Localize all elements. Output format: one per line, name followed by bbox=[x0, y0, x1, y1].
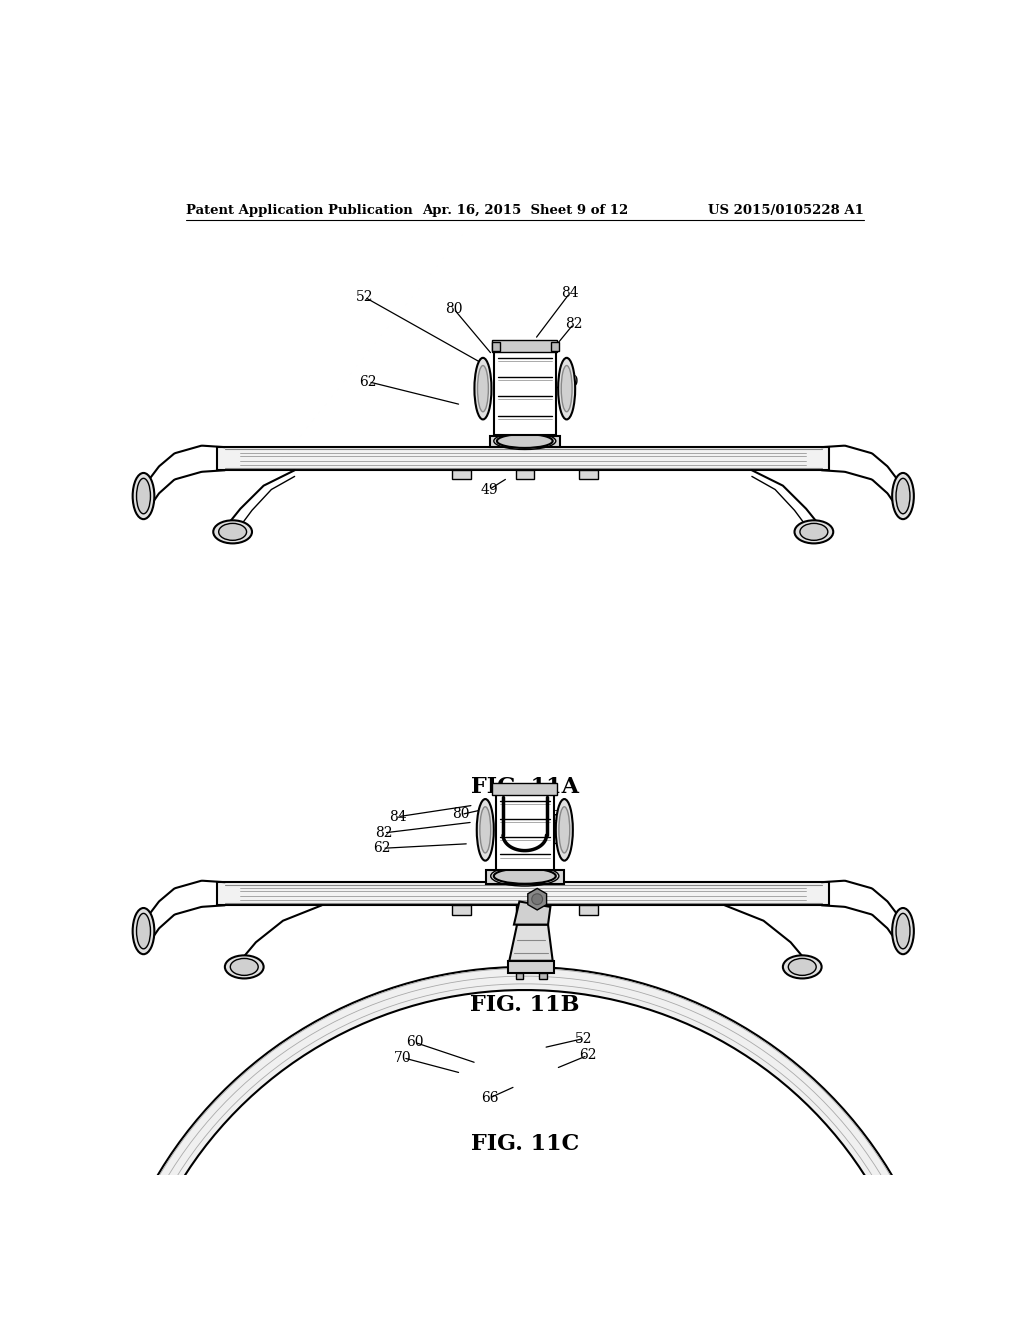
Text: 84: 84 bbox=[389, 809, 407, 824]
Ellipse shape bbox=[494, 869, 556, 884]
Text: 74: 74 bbox=[505, 832, 523, 846]
Text: Patent Application Publication: Patent Application Publication bbox=[186, 205, 413, 218]
Text: FIG. 11B: FIG. 11B bbox=[470, 994, 580, 1016]
Ellipse shape bbox=[136, 478, 151, 513]
Bar bbox=[515, 973, 523, 979]
Text: FIG. 11C: FIG. 11C bbox=[471, 1133, 579, 1155]
Text: 52: 52 bbox=[552, 809, 569, 824]
Bar bbox=[493, 341, 557, 352]
Ellipse shape bbox=[896, 913, 910, 949]
Bar bbox=[452, 470, 471, 479]
Bar bbox=[496, 789, 554, 870]
Ellipse shape bbox=[219, 523, 247, 540]
Bar bbox=[452, 906, 471, 915]
Text: 62: 62 bbox=[374, 841, 391, 855]
Ellipse shape bbox=[892, 473, 913, 519]
Text: FIG. 11A: FIG. 11A bbox=[471, 776, 579, 797]
Bar bbox=[551, 342, 559, 351]
Polygon shape bbox=[509, 924, 553, 961]
Ellipse shape bbox=[559, 807, 569, 853]
Ellipse shape bbox=[477, 366, 488, 412]
Bar bbox=[579, 470, 598, 479]
Ellipse shape bbox=[531, 894, 543, 904]
Text: 80: 80 bbox=[453, 808, 470, 821]
Bar bbox=[515, 470, 535, 479]
Polygon shape bbox=[113, 1267, 139, 1287]
Ellipse shape bbox=[225, 956, 263, 978]
Bar bbox=[486, 870, 563, 884]
Text: 70: 70 bbox=[394, 1051, 412, 1065]
Text: 62: 62 bbox=[579, 1048, 596, 1063]
Bar bbox=[493, 783, 557, 795]
Ellipse shape bbox=[932, 1274, 946, 1294]
Text: 70: 70 bbox=[522, 404, 540, 418]
Polygon shape bbox=[527, 888, 547, 909]
Text: 84: 84 bbox=[561, 286, 579, 300]
Ellipse shape bbox=[892, 908, 913, 954]
Ellipse shape bbox=[896, 478, 910, 513]
Text: 62: 62 bbox=[359, 375, 377, 388]
Bar bbox=[579, 906, 598, 915]
Bar bbox=[508, 961, 554, 973]
Ellipse shape bbox=[133, 473, 155, 519]
Ellipse shape bbox=[477, 799, 494, 861]
Text: 66: 66 bbox=[481, 1090, 499, 1105]
Bar bbox=[217, 882, 829, 906]
Text: 52: 52 bbox=[355, 290, 373, 304]
Ellipse shape bbox=[800, 523, 827, 540]
Polygon shape bbox=[514, 902, 550, 924]
Text: 60: 60 bbox=[406, 1035, 424, 1049]
Text: Apr. 16, 2015  Sheet 9 of 12: Apr. 16, 2015 Sheet 9 of 12 bbox=[422, 205, 628, 218]
Ellipse shape bbox=[213, 520, 252, 544]
Bar bbox=[539, 973, 547, 979]
Text: US 2015/0105228 A1: US 2015/0105228 A1 bbox=[709, 205, 864, 218]
Ellipse shape bbox=[788, 958, 816, 975]
Bar bbox=[493, 342, 500, 351]
Polygon shape bbox=[113, 968, 937, 1287]
Bar bbox=[515, 906, 535, 915]
Ellipse shape bbox=[556, 799, 572, 861]
Ellipse shape bbox=[795, 520, 834, 544]
Bar bbox=[217, 447, 829, 470]
Text: 60: 60 bbox=[555, 840, 572, 853]
Bar bbox=[494, 346, 556, 434]
Ellipse shape bbox=[558, 358, 575, 420]
Bar bbox=[489, 437, 560, 447]
Ellipse shape bbox=[480, 807, 490, 853]
Ellipse shape bbox=[136, 913, 151, 949]
Text: 80: 80 bbox=[444, 301, 462, 315]
Ellipse shape bbox=[929, 1270, 950, 1298]
Text: 82: 82 bbox=[565, 317, 583, 331]
Ellipse shape bbox=[133, 908, 155, 954]
Ellipse shape bbox=[230, 958, 258, 975]
Text: 52: 52 bbox=[574, 1031, 593, 1045]
Text: 60: 60 bbox=[561, 375, 579, 388]
Ellipse shape bbox=[474, 358, 492, 420]
Ellipse shape bbox=[561, 366, 572, 412]
Ellipse shape bbox=[497, 434, 553, 447]
Ellipse shape bbox=[783, 956, 821, 978]
Text: 49: 49 bbox=[480, 483, 498, 496]
Text: 82: 82 bbox=[375, 826, 392, 840]
